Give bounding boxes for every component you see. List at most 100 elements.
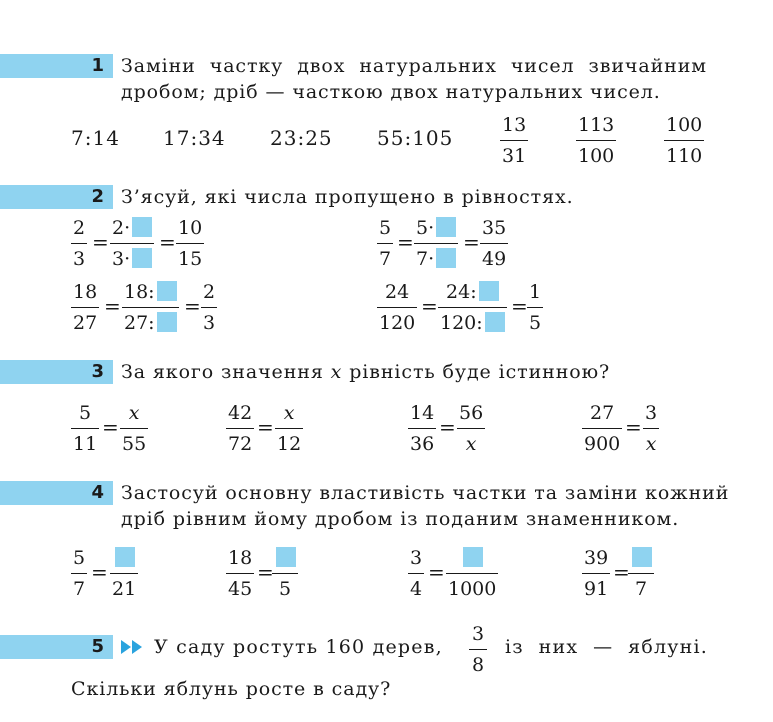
task-1-text: Заміни частку двох натуральних чисел зви… — [121, 53, 707, 105]
fraction-denominator: x — [465, 433, 477, 456]
fraction-bar — [272, 573, 298, 575]
fraction-numerator: 18: — [122, 280, 179, 307]
equals-sign: = — [184, 294, 201, 318]
equals-sign: = — [257, 415, 274, 439]
fraction-denominator: 1000 — [448, 578, 497, 601]
eq4-3-left: 3 4 — [408, 546, 425, 601]
eq2-3-middle: 18: 27: — [122, 280, 179, 335]
task-3-number: 3 — [91, 361, 104, 382]
eq2-2-left: 5 7 — [377, 216, 394, 271]
fraction-bar — [500, 140, 529, 142]
fraction-bar — [110, 573, 139, 575]
fraction-numerator: 27 — [590, 402, 615, 424]
task-5-marker — [0, 635, 113, 659]
task-4-number: 4 — [91, 482, 104, 503]
equals-sign: = — [397, 230, 414, 254]
fraction-denominator: 120 — [379, 312, 416, 335]
fraction-numerator: 42 — [228, 402, 253, 424]
fraction-denominator: 49 — [482, 248, 507, 271]
fraction-denominator: 900 — [584, 433, 621, 456]
fraction-numerator: 56 — [459, 402, 484, 424]
fraction-bar — [527, 307, 544, 309]
blank-box[interactable] — [484, 312, 505, 333]
fraction-numerator: 35 — [482, 217, 507, 239]
fraction-numerator: 18 — [228, 547, 253, 569]
fraction-numerator: 5 — [79, 402, 92, 424]
equals-sign: = — [428, 560, 445, 584]
fraction-numerator: 39 — [584, 547, 609, 569]
fraction-numerator: 1 — [529, 281, 542, 303]
eq4-1-right: 21 — [110, 546, 139, 601]
equals-sign: = — [102, 415, 119, 439]
fraction-denominator: 3· — [110, 244, 154, 271]
fraction-denominator: 3 — [203, 312, 216, 335]
blank-box[interactable] — [132, 248, 153, 269]
blank-box[interactable] — [478, 281, 499, 301]
task-5-text-after: із них — яблуні. — [505, 636, 708, 658]
eq4-4-right: 7 — [628, 546, 654, 601]
equals-sign: = — [613, 560, 630, 584]
fraction-denominator: x — [645, 433, 657, 456]
fraction-numerator: x — [283, 402, 295, 424]
equals-sign: = — [104, 294, 121, 318]
fraction-bar — [176, 243, 205, 245]
fraction-numerator: 14 — [410, 402, 435, 424]
eq4-2-right: 5 — [272, 546, 298, 601]
fraction-bar — [110, 243, 155, 245]
blank-box[interactable] — [276, 547, 296, 567]
eq3-1-right: x 55 — [120, 401, 149, 456]
fraction-bar — [438, 307, 507, 309]
fraction-13-31: 13 31 — [500, 113, 529, 168]
fraction-numerator — [272, 546, 298, 573]
task-4-text: Застосуй основну властивість частки та з… — [121, 480, 728, 532]
task-5-text-line-2: Скільки яблунь росте в саду? — [71, 678, 392, 700]
blank-box[interactable] — [632, 547, 652, 567]
blank-box[interactable] — [115, 547, 136, 567]
fraction-denominator: 36 — [410, 433, 435, 456]
eq2-4-middle: 24: 120: — [438, 280, 507, 335]
double-chevron-right-icon — [121, 640, 142, 654]
fraction-bar — [71, 428, 100, 430]
fraction-113-100: 113 100 — [576, 113, 617, 168]
fraction-numerator: 3 — [645, 402, 658, 424]
blank-box[interactable] — [436, 217, 457, 237]
equals-sign: = — [91, 560, 108, 584]
fraction-denominator: 55 — [122, 433, 147, 456]
fraction-numerator: 2· — [110, 216, 154, 243]
fraction-bar — [226, 573, 255, 575]
fraction-numerator: 2 — [73, 217, 86, 239]
fraction-bar — [643, 428, 660, 430]
task-2-line-1: З’ясуй, які числа пропущено в рівностях. — [121, 186, 574, 208]
blank-box[interactable] — [463, 547, 484, 567]
blank-box[interactable] — [156, 312, 177, 333]
eq3-3-left: 14 36 — [408, 401, 437, 456]
fraction-denominator: 3 — [73, 248, 86, 271]
blank-box[interactable] — [436, 248, 457, 269]
fraction-numerator: 5 — [379, 217, 392, 239]
fraction-bar — [120, 428, 149, 430]
fraction-denominator: 5 — [529, 312, 542, 335]
fraction-bar — [582, 573, 611, 575]
blank-box[interactable] — [156, 281, 177, 301]
task-1-marker — [0, 54, 113, 78]
fraction-numerator: 5 — [73, 547, 86, 569]
blank-box[interactable] — [132, 217, 153, 237]
fraction-bar — [408, 428, 437, 430]
fraction-numerator: 5· — [414, 216, 458, 243]
fraction-denominator: 31 — [502, 145, 527, 168]
fraction-bar — [71, 307, 100, 309]
ratio-2: 17:34 — [163, 126, 226, 150]
fraction-denominator: 12 — [277, 433, 302, 456]
fraction-numerator: 24: — [444, 280, 501, 307]
denominator-text: 3· — [112, 248, 131, 271]
fraction-bar — [582, 428, 623, 430]
eq3-3-right: 56 x — [457, 401, 486, 456]
fraction-denominator: 72 — [228, 433, 253, 456]
fraction-bar — [480, 243, 509, 245]
eq3-2-right: x 12 — [275, 401, 304, 456]
numerator-text: 18: — [124, 281, 155, 303]
eq2-3-left: 18 27 — [71, 280, 100, 335]
task-2-number: 2 — [91, 186, 104, 207]
fraction-bar — [226, 428, 255, 430]
